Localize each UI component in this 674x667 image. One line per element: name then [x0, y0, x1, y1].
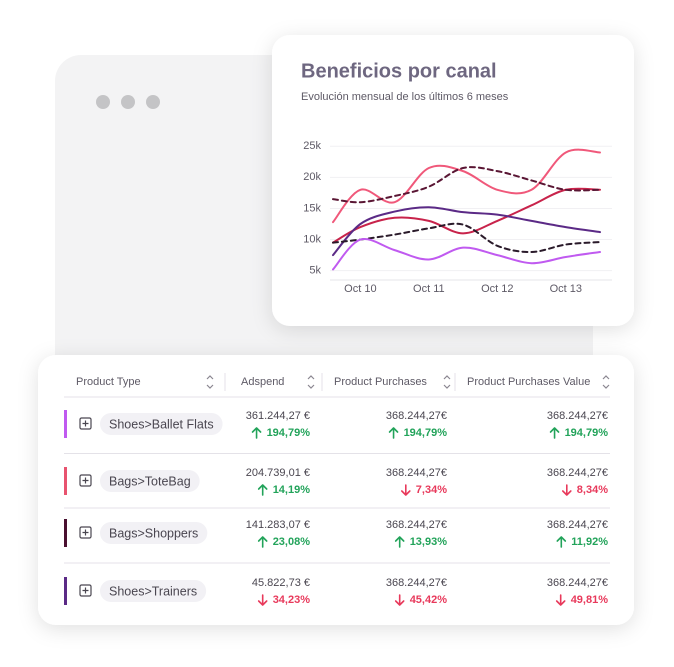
expand-plus — [82, 529, 89, 536]
y-tick-label: 25k — [303, 140, 321, 152]
change-arrow — [257, 594, 268, 606]
change-arrow — [549, 427, 560, 439]
cell-value: 204.739,01 € — [246, 467, 310, 479]
product-type: Shoes>Ballet Flats — [109, 417, 214, 431]
expand-icon — [79, 526, 92, 539]
table: Product Type Adspend Product Purchases Prod… — [64, 373, 610, 606]
product-type: Bags>ToteBag — [109, 474, 191, 488]
cell-change: 194,79% — [267, 427, 311, 439]
cell-value: 368.244,27€ — [386, 577, 447, 589]
change-arrow — [400, 484, 411, 496]
cell-change: 194,79% — [565, 427, 609, 439]
x-tick-label: Oct 12 — [481, 283, 513, 295]
cell-value: 368.244,27€ — [386, 467, 447, 479]
series-line — [332, 148, 601, 224]
change-arrow — [556, 536, 567, 548]
change-arrow — [257, 484, 268, 496]
cell-value: 368.244,27€ — [386, 410, 447, 422]
cell-change: 45,42% — [410, 594, 448, 606]
product-pill — [100, 522, 208, 544]
expand-icon — [79, 417, 92, 430]
x-tick-label: Oct 10 — [344, 283, 376, 295]
expand-icon — [79, 584, 92, 597]
expand-icon — [79, 474, 92, 487]
series-line — [332, 222, 601, 254]
cell-change: 11,92% — [571, 536, 608, 548]
change-arrow — [388, 427, 399, 439]
change-arrow — [394, 594, 405, 606]
window-dot — [96, 95, 110, 109]
change-arrow — [394, 536, 405, 548]
x-tick-label: Oct 13 — [550, 283, 582, 295]
column-header: Product Purchases Value — [467, 376, 590, 388]
change-arrow — [257, 536, 268, 548]
cell-value: 368.244,27€ — [547, 467, 608, 479]
column-header: Product Purchases — [334, 376, 427, 388]
expand-plus — [82, 587, 89, 594]
chart-subtitle: Evolución mensual de los últimos 6 meses — [301, 91, 509, 103]
chart-card — [272, 35, 634, 326]
expand-plus — [82, 477, 89, 484]
cell-value: 368.244,27€ — [386, 519, 447, 531]
series-line — [332, 237, 601, 271]
y-tick-label: 20k — [303, 171, 321, 183]
column-header: Product Type — [76, 376, 141, 388]
cell-change: 14,19% — [273, 484, 311, 496]
sort-icon — [443, 375, 451, 389]
cell-change: 7,34% — [416, 484, 447, 496]
product-type: Shoes>Trainers — [109, 584, 197, 598]
cell-change: 34,23% — [273, 594, 311, 606]
row-color-bar — [64, 410, 67, 438]
y-tick-label: 10k — [303, 233, 321, 245]
cell-value: 368.244,27€ — [547, 577, 608, 589]
cell-change: 13,93% — [410, 536, 448, 548]
window-dot — [121, 95, 135, 109]
cell-change: 49,81% — [571, 594, 609, 606]
product-pill — [100, 413, 223, 435]
cell-value: 368.244,27€ — [547, 410, 608, 422]
series-line — [332, 166, 601, 204]
series-line — [332, 206, 601, 257]
cell-change: 8,34% — [577, 484, 608, 496]
series-line — [332, 187, 601, 244]
row-color-bar — [64, 467, 67, 495]
lines — [332, 148, 601, 271]
sort-icon — [602, 375, 610, 389]
sort-icon — [206, 375, 214, 389]
cell-value: 361.244,27 € — [246, 410, 310, 422]
x-tick-label: Oct 11 — [413, 283, 445, 295]
change-arrow — [561, 484, 572, 496]
product-pill — [100, 580, 207, 602]
expand-plus — [82, 420, 89, 427]
product-type: Bags>Shoppers — [109, 526, 198, 540]
row-color-bar — [64, 519, 67, 547]
chart-title: Beneficios por canal — [301, 60, 497, 82]
plot: 5k 10k 15k 20k 25k Oct 10 Oct 11 Oct 12 Oct 13 — [303, 140, 612, 295]
column-header: Adspend — [241, 376, 284, 388]
row-color-bar — [64, 577, 67, 605]
cell-change: 194,79% — [404, 427, 448, 439]
cell-value: 45.822,73 € — [252, 577, 310, 589]
cell-change: 23,08% — [273, 536, 311, 548]
change-arrow — [251, 427, 262, 439]
cell-value: 368.244,27€ — [547, 519, 608, 531]
y-tick-label: 5k — [309, 265, 321, 277]
product-pill — [100, 470, 200, 492]
y-tick-label: 15k — [303, 202, 321, 214]
change-arrow — [555, 594, 566, 606]
sort-icon — [307, 375, 315, 389]
window-dot — [146, 95, 160, 109]
cell-value: 141.283,07 € — [246, 519, 310, 531]
